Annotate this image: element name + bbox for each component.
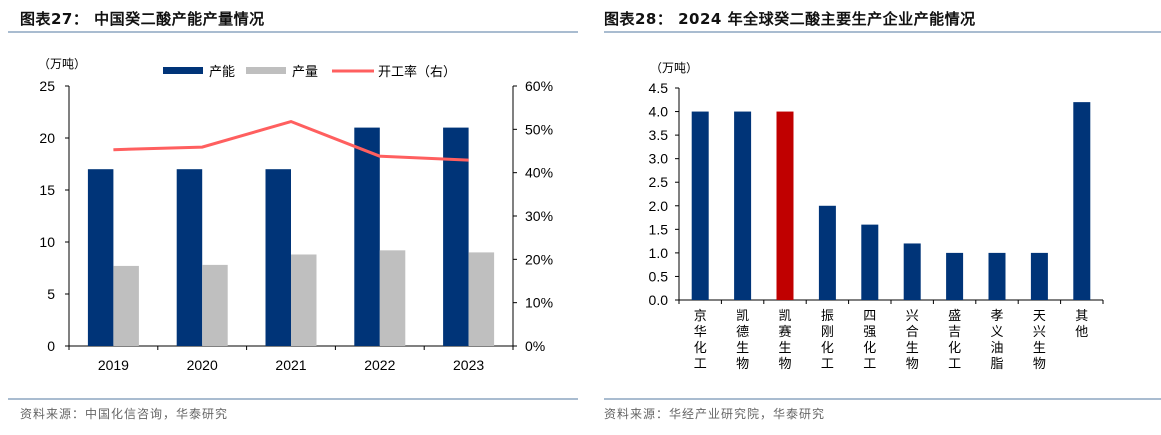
legend-swatch-0 — [163, 67, 203, 74]
bar-capacity-2020 — [176, 169, 203, 346]
right-tick-label: 20% — [525, 251, 553, 267]
y-axis-unit-label: （万吨） — [38, 57, 86, 71]
y-tick-label: 4.0 — [649, 104, 669, 120]
left-tick-label: 25 — [39, 78, 55, 94]
y-tick-label: 2.5 — [649, 174, 669, 190]
bar-capacity-2021 — [265, 169, 291, 346]
y-tick-label: 3.5 — [649, 127, 669, 143]
x-tick-label: 2021 — [275, 357, 306, 373]
x-tick-label: 凯德生物 — [736, 309, 749, 372]
y-tick-label: 1.0 — [649, 245, 669, 261]
right-tick-label: 50% — [525, 121, 553, 137]
chart1-title-rule — [8, 31, 578, 33]
bar-output-2023 — [468, 252, 495, 346]
bar-盛吉化工 — [946, 252, 964, 300]
bar-孝义油脂 — [988, 252, 1006, 300]
bar-四强化工 — [861, 224, 879, 300]
left-tick-label: 15 — [39, 182, 55, 198]
y-tick-label: 1.5 — [649, 221, 669, 237]
chart2-source-rule — [604, 398, 1161, 400]
x-tick-label: 京华化工 — [694, 309, 707, 372]
bar-其他 — [1073, 102, 1091, 300]
bar-capacity-2022 — [354, 127, 380, 346]
chart2-title-rule — [604, 31, 1161, 33]
legend-label-1: 产量 — [292, 65, 318, 80]
x-tick-label: 2022 — [364, 357, 395, 373]
bar-振刚化工 — [818, 205, 836, 300]
chart1-source: 资料来源：中国化信咨询，华泰研究 — [20, 407, 229, 421]
x-tick-label: 凯赛生物 — [778, 309, 791, 372]
right-tick-label: 10% — [525, 295, 553, 311]
chart2-title: 图表28： 2024 年全球癸二酸主要生产企业产能情况 — [604, 10, 976, 28]
y-tick-label: 4.5 — [649, 80, 669, 96]
x-tick-label: 四强化工 — [863, 309, 876, 372]
y-tick-label: 2.0 — [649, 198, 669, 214]
y-tick-label: 0.5 — [649, 268, 669, 284]
bar-capacity-2019 — [87, 169, 114, 346]
right-tick-label: 30% — [525, 208, 553, 224]
chart2-global-capacity: （万吨） 0.0 0.5 1.0 1.5 2.0 2.5 3.0 3.5 4.0 4.5 京华化工 凯德… — [649, 61, 1104, 372]
x-tick-label: 孝义油脂 — [990, 309, 1003, 372]
x-tick-label: 其他 — [1075, 309, 1088, 340]
legend-label-2: 开工率（右） — [378, 64, 456, 80]
legend-swatch-1 — [246, 67, 286, 74]
chart1-source-rule — [8, 398, 578, 400]
right-tick-label: 0% — [525, 338, 545, 354]
bar-凯赛生物 — [776, 111, 794, 300]
y-tick-label: 3.0 — [649, 151, 669, 167]
bar-output-2021 — [291, 254, 317, 346]
chart1-title: 图表27： 中国癸二酸产能产量情况 — [20, 10, 265, 28]
chart1-capacity-output: （万吨） 产能 产量 开工率（右） 0 5 10 15 20 25 0% 10% 20% 30% 40% 50… — [38, 57, 553, 373]
bar-凯德生物 — [734, 111, 752, 300]
x-tick-label: 2020 — [187, 357, 218, 373]
bar-output-2019 — [113, 265, 139, 346]
left-tick-label: 10 — [39, 234, 55, 250]
bar-output-2020 — [202, 264, 228, 346]
legend-label-0: 产能 — [209, 65, 235, 80]
left-tick-label: 0 — [47, 338, 55, 354]
y-axis-unit-label: （万吨） — [650, 61, 698, 75]
x-tick-label: 兴合生物 — [906, 309, 919, 372]
x-tick-label: 2019 — [98, 357, 129, 373]
left-tick-label: 20 — [39, 130, 55, 146]
right-tick-label: 40% — [525, 165, 553, 181]
x-tick-label: 振刚化工 — [821, 309, 834, 372]
right-tick-label: 60% — [525, 78, 553, 94]
bar-capacity-2023 — [443, 127, 469, 346]
bar-兴合生物 — [903, 243, 921, 300]
bar-京华化工 — [691, 111, 709, 300]
chart2-source: 资料来源：华经产业研究院，华泰研究 — [604, 407, 826, 421]
bar-天兴生物 — [1030, 252, 1048, 300]
x-tick-label: 天兴生物 — [1033, 309, 1046, 372]
y-tick-label: 0.0 — [649, 292, 669, 308]
x-tick-label: 2023 — [453, 357, 484, 373]
left-tick-label: 5 — [47, 286, 55, 302]
x-tick-label: 盛吉化工 — [948, 309, 961, 372]
bar-output-2022 — [379, 250, 406, 346]
